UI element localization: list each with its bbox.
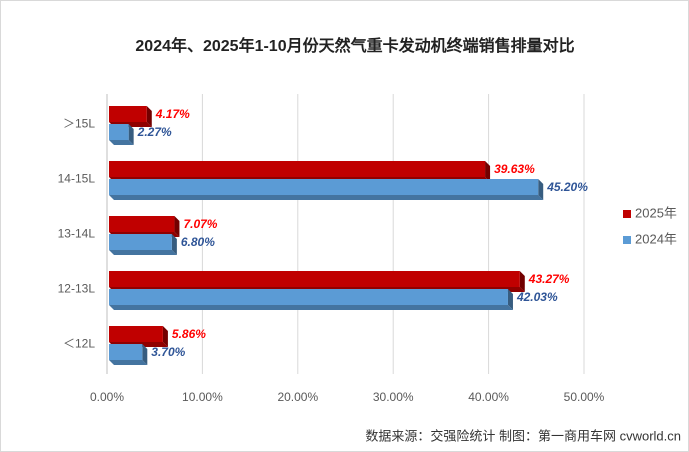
y-tick-label: ＜12L <box>63 337 95 351</box>
bar-side <box>507 289 513 310</box>
x-tick-label: 30.00% <box>373 390 414 404</box>
value-label: 45.20% <box>546 180 588 194</box>
bar <box>109 289 508 305</box>
x-tick-label: 40.00% <box>468 390 509 404</box>
value-label: 43.27% <box>528 272 570 286</box>
bar-side <box>174 216 180 237</box>
legend-swatch <box>623 236 631 244</box>
bar-side <box>538 179 544 200</box>
x-tick-label: 20.00% <box>277 390 318 404</box>
x-tick-label: 50.00% <box>564 390 605 404</box>
value-label: 3.70% <box>151 345 185 359</box>
value-label: 6.80% <box>181 235 215 249</box>
bar-side <box>128 124 134 145</box>
x-tick-label: 10.00% <box>182 390 223 404</box>
value-label: 42.03% <box>516 290 558 304</box>
legend-swatch <box>623 210 631 218</box>
chart-title: 2024年、2025年1-10月份天然气重卡发动机终端销售排量对比 <box>135 36 574 55</box>
bar-bottom <box>109 360 148 365</box>
bar-bottom <box>109 250 177 255</box>
y-tick-label: ＞15L <box>63 117 95 131</box>
value-label: 2.27% <box>137 125 172 139</box>
bar-bottom <box>109 305 513 310</box>
source-note: 数据来源：交强险统计 制图：第一商用车网 cvworld.cn <box>365 428 681 443</box>
value-label: 7.07% <box>183 217 217 231</box>
bar-bottom <box>109 140 134 145</box>
value-label: 4.17% <box>155 107 190 121</box>
value-label: 39.63% <box>494 162 535 176</box>
bar <box>109 326 163 342</box>
bar-side <box>485 161 491 182</box>
bar <box>109 216 175 232</box>
legend-label: 2024年 <box>635 231 677 246</box>
value-label: 5.86% <box>172 327 206 341</box>
bar-side <box>142 344 148 365</box>
bar-side <box>146 106 152 127</box>
bar-side <box>162 326 168 347</box>
bar <box>109 344 143 360</box>
bar-side <box>519 271 525 292</box>
y-tick-label: 13-14L <box>58 227 96 241</box>
bar <box>109 234 172 250</box>
bar <box>109 124 129 140</box>
bar-side <box>171 234 177 255</box>
bar <box>109 106 147 122</box>
bar <box>109 179 539 195</box>
y-tick-label: 12-13L <box>58 282 96 296</box>
bar-bottom <box>109 195 544 200</box>
bar <box>109 161 486 177</box>
bar <box>109 271 520 287</box>
legend-label: 2025年 <box>635 205 677 220</box>
x-tick-label: 0.00% <box>90 390 124 404</box>
y-tick-label: 14-15L <box>58 172 96 186</box>
